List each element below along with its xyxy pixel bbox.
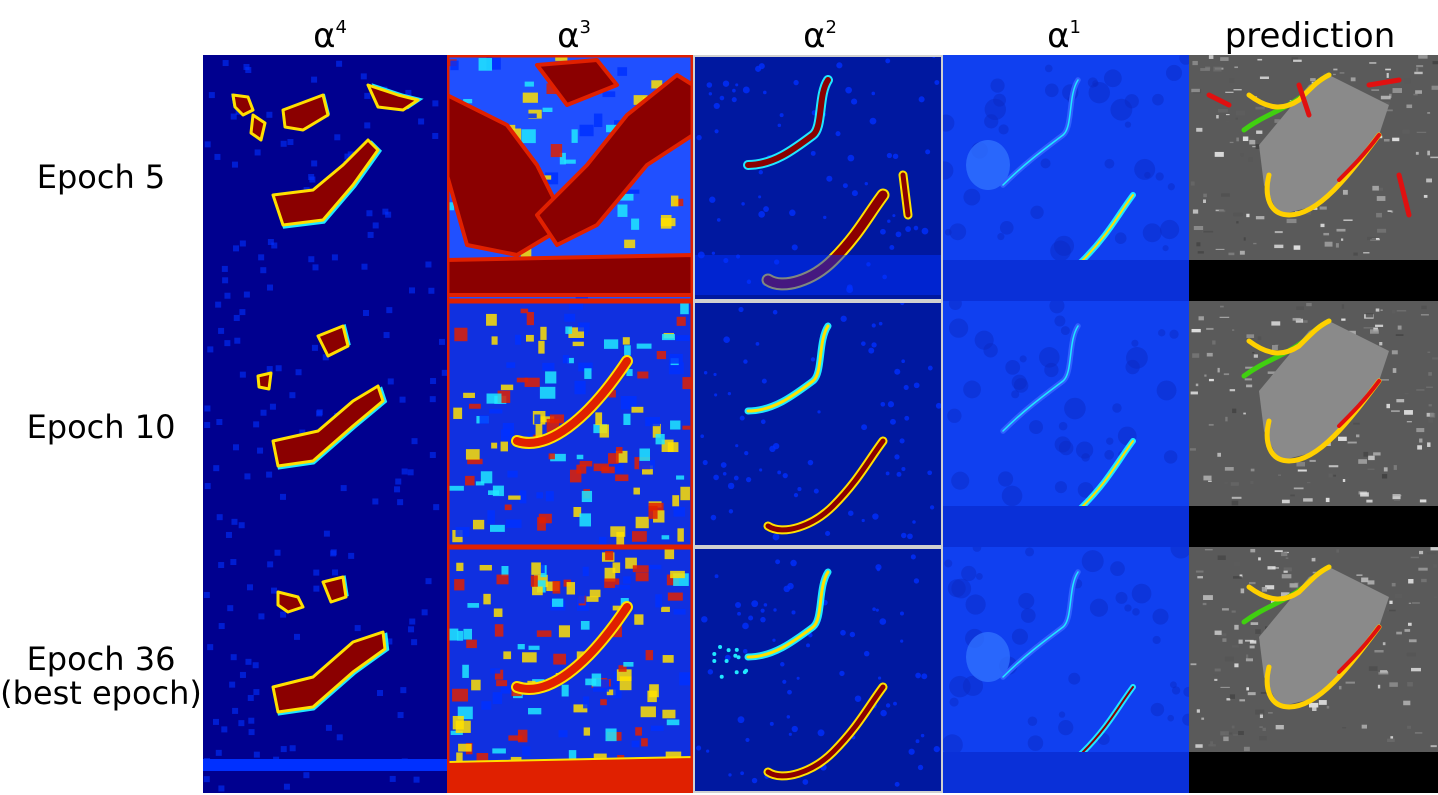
header-alpha4: α4: [313, 16, 347, 56]
row-label-epoch5-text: Epoch 5: [36, 158, 166, 196]
panel-prediction-row2: [1189, 301, 1438, 547]
panel-alpha2-row2: [693, 301, 943, 547]
attention-heatmap-3: [943, 547, 1189, 793]
attention-heatmap-1: [943, 55, 1189, 301]
attention-heatmap-1: [203, 55, 447, 301]
row-label-epoch10: Epoch 10: [0, 410, 202, 444]
row-label-epoch5: Epoch 5: [0, 160, 202, 194]
header-alpha3: α3: [557, 16, 591, 56]
header-alpha2: α2: [803, 16, 837, 56]
row-label-epoch36: Epoch 36 (best epoch): [0, 642, 202, 710]
panel-alpha1-row1: [943, 55, 1189, 301]
panel-alpha1-row2: [943, 301, 1189, 547]
attention-heatmap-2: [693, 301, 943, 547]
prediction-overlay-1: [1189, 55, 1438, 301]
panel-alpha2-row3: [693, 547, 943, 793]
row-label-epoch10-text: Epoch 10: [26, 408, 176, 446]
panel-alpha3-row2: [447, 301, 693, 547]
attention-heatmap-1: [693, 55, 943, 301]
row-label-epoch36-text: Epoch 36: [26, 640, 176, 678]
header-alpha1: α1: [1047, 16, 1081, 56]
panel-prediction-row3: [1189, 547, 1438, 793]
header-prediction: prediction: [1224, 16, 1396, 56]
panel-alpha4-row2: [203, 301, 447, 547]
attention-heatmap-3: [203, 547, 447, 793]
prediction-overlay-3: [1189, 547, 1438, 793]
panel-alpha2-row1: [693, 55, 943, 301]
attention-heatmap-3: [447, 547, 693, 793]
attention-heatmap-2: [447, 301, 693, 547]
attention-heatmap-2: [203, 301, 447, 547]
panel-alpha3-row3: [447, 547, 693, 793]
attention-heatmap-1: [447, 55, 693, 301]
attention-heatmap-3: [693, 547, 943, 793]
panel-alpha1-row3: [943, 547, 1189, 793]
panel-alpha4-row3: [203, 547, 447, 793]
panel-prediction-row1: [1189, 55, 1438, 301]
prediction-overlay-2: [1189, 301, 1438, 547]
panel-alpha4-row1: [203, 55, 447, 301]
attention-heatmap-2: [943, 301, 1189, 547]
panel-alpha3-row1: [447, 55, 693, 301]
row-label-epoch36-sublabel: (best epoch): [0, 674, 202, 712]
